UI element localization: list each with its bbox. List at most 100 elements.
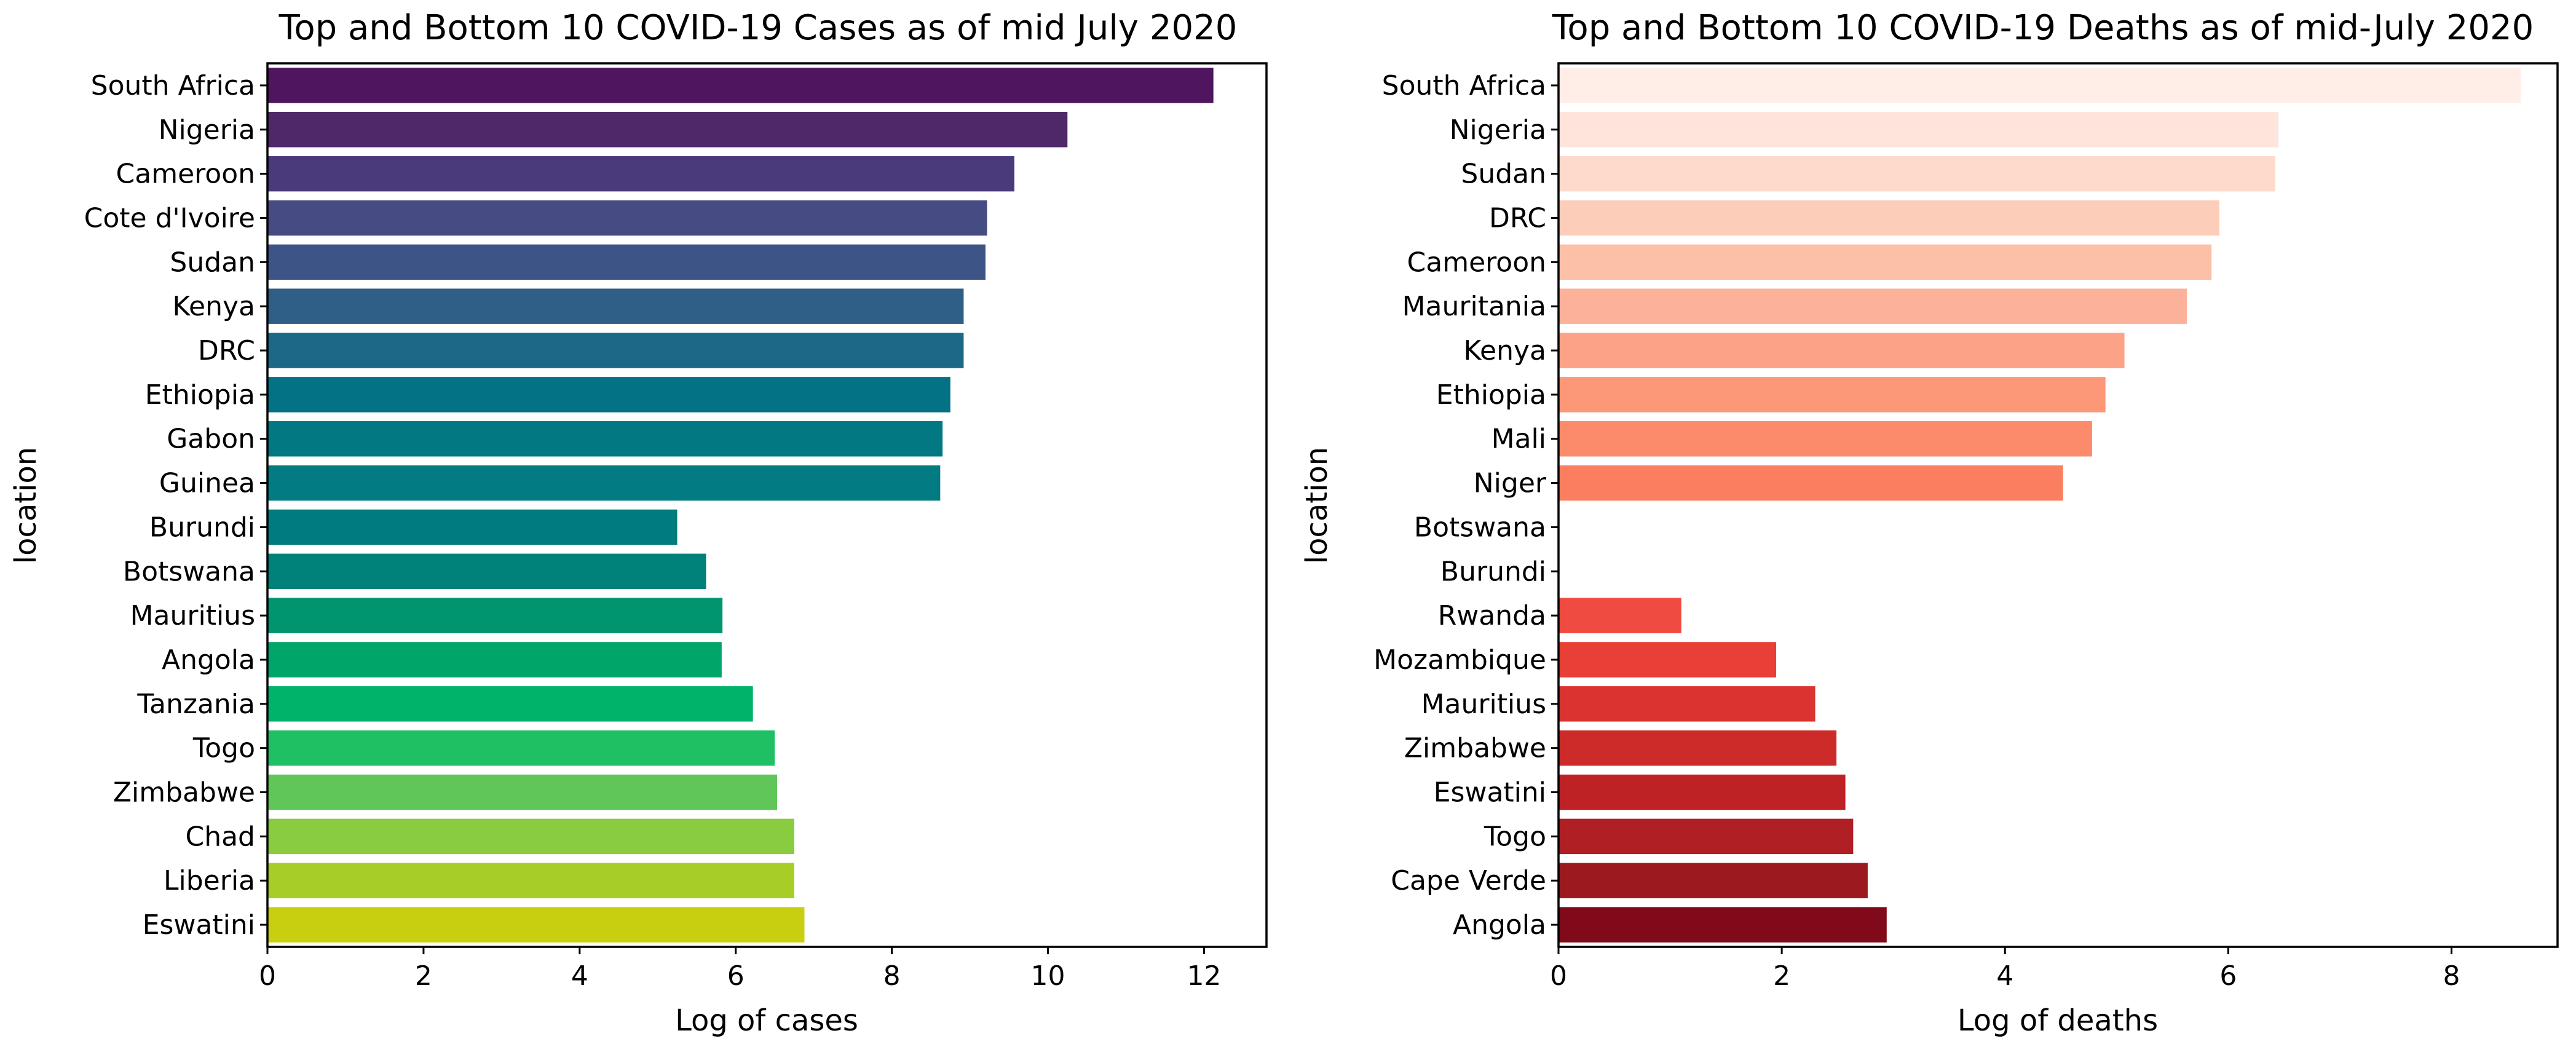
cases-bar-botswana [267,553,706,590]
deaths-y-tick-label: Rwanda [1438,600,1546,631]
deaths-y-tick-labels: South Africa Nigeria Sudan DRC Cameroon Mauri… [1373,70,1559,941]
deaths-x-tick-label: 2 [1773,960,1790,992]
cases-y-axis-label: location [9,447,43,564]
cases-y-tick-label: Sudan [170,247,255,278]
deaths-y-tick-label: Mali [1491,424,1546,455]
deaths-bar-mauritius [1559,686,1815,722]
cases-y-tick-label: Cote d'Ivoire [84,202,255,234]
cases-bar-tanzania [267,686,753,722]
deaths-y-tick-label: Ethiopia [1436,379,1546,411]
cases-bar-angola [267,642,722,678]
cases-bar-kenya [267,288,964,324]
deaths-bars [1559,68,2521,943]
deaths-y-tick-label: Sudan [1461,159,1546,190]
deaths-y-tick-label: Togo [1484,821,1546,852]
deaths-y-tick-label: Eswatini [1434,777,1546,809]
cases-bar-sudan [267,244,986,280]
deaths-x-axis-label: Log of deaths [1958,1003,2158,1038]
deaths-bar-angola [1559,907,1887,943]
deaths-y-tick-label: Cameroon [1407,247,1546,278]
deaths-y-tick-label: Zimbabwe [1404,733,1546,764]
deaths-plot-frame [1557,62,2559,948]
deaths-bar-mali [1559,421,2092,457]
cases-bar-cameroon [267,156,1014,192]
cases-bar-liberia [267,863,794,898]
deaths-bar-kenya [1559,333,2125,368]
cases-y-tick-label: Eswatini [143,909,255,941]
deaths-bar-eswatini [1559,774,1846,810]
cases-y-tick-labels: South Africa Nigeria Cameroon Cote d'Ivoire… [84,70,267,941]
cases-y-tick-label: South Africa [91,70,255,101]
deaths-y-tick-label: Cape Verde [1391,865,1546,896]
cases-bar-burundi [267,509,678,545]
cases-y-tick-label: DRC [198,335,255,366]
deaths-y-tick-label: Mauritius [1421,689,1546,720]
cases-y-tick-label: Angola [162,644,255,676]
cases-y-tick-label: Chad [185,821,255,852]
deaths-x-tick-label: 0 [1550,960,1567,992]
cases-y-tick-label: Mauritius [130,600,255,631]
deaths-bar-cape-verde [1559,863,1868,898]
cases-x-tick-label: 4 [571,960,588,992]
cases-y-tick-label: Ethiopia [145,379,255,411]
deaths-bar-cameroon [1559,244,2212,280]
cases-y-tick-label: Liberia [164,865,255,896]
deaths-y-axis-label: location [1300,447,1334,564]
cases-bars [267,68,1214,943]
deaths-y-tick-label: Kenya [1463,335,1546,366]
cases-y-tick-label: Kenya [172,291,255,322]
cases-bar-ethiopia [267,377,950,413]
cases-bar-gabon [267,421,943,457]
deaths-y-tick-label: Angola [1453,909,1546,941]
deaths-bar-drc [1559,200,2219,236]
deaths-chart-title: Top and Bottom 10 COVID-19 Deaths as of … [1552,8,2534,48]
cases-x-tick-label: 12 [1187,960,1221,992]
deaths-y-tick-label: DRC [1489,202,1546,234]
deaths-y-tick-label: Burundi [1440,556,1546,587]
cases-x-tick-label: 2 [415,960,432,992]
cases-y-tick-label: Botswana [123,556,255,587]
deaths-bar-mauritania [1559,288,2187,324]
deaths-bar-nigeria [1559,112,2279,148]
deaths-x-tick-label: 4 [1996,960,2013,992]
deaths-x-tick-label: 6 [2219,960,2237,992]
cases-chart-title: Top and Bottom 10 COVID-19 Cases as of m… [279,8,1238,48]
deaths-bar-mozambique [1559,642,1777,678]
cases-bar-cote-d-ivoire [267,200,987,236]
cases-x-tick-label: 8 [883,960,901,992]
deaths-y-tick-label: Niger [1474,468,1547,499]
deaths-y-tick-label: Mozambique [1373,644,1546,676]
cases-bar-chad [267,818,794,855]
deaths-x-tick-labels: 0 2 4 6 8 [1550,947,2460,992]
deaths-y-tick-label: Botswana [1414,512,1546,543]
deaths-bar-ethiopia [1559,377,2106,413]
cases-y-tick-label: Zimbabwe [113,777,255,809]
deaths-chart: Top and Bottom 10 COVID-19 Deaths as of … [1300,8,2559,1038]
cases-bar-eswatini [267,907,805,943]
cases-y-tick-label: Nigeria [159,114,255,146]
deaths-bar-zimbabwe [1559,730,1837,766]
cases-x-axis-label: Log of cases [675,1003,858,1038]
cases-bar-mauritius [267,598,723,633]
deaths-bar-togo [1559,818,1854,855]
deaths-bar-niger [1559,465,2063,501]
deaths-y-tick-label: South Africa [1382,70,1546,101]
cases-chart: Top and Bottom 10 COVID-19 Cases as of m… [9,8,1268,1038]
cases-y-tick-label: Burundi [149,512,255,543]
deaths-bar-rwanda [1559,598,1681,633]
cases-x-tick-label: 0 [259,960,276,992]
cases-plot-frame [266,62,1268,948]
cases-bar-south-africa [267,68,1214,103]
cases-bar-guinea [267,465,941,501]
cases-x-tick-label: 6 [727,960,745,992]
deaths-x-tick-label: 8 [2443,960,2460,992]
cases-bar-zimbabwe [267,774,778,810]
deaths-y-tick-label: Nigeria [1450,114,1546,146]
cases-y-tick-label: Cameroon [116,159,255,190]
cases-y-tick-label: Gabon [167,424,255,455]
deaths-bar-south-africa [1559,68,2521,103]
cases-y-tick-label: Guinea [159,468,255,499]
cases-x-tick-label: 10 [1031,960,1065,992]
